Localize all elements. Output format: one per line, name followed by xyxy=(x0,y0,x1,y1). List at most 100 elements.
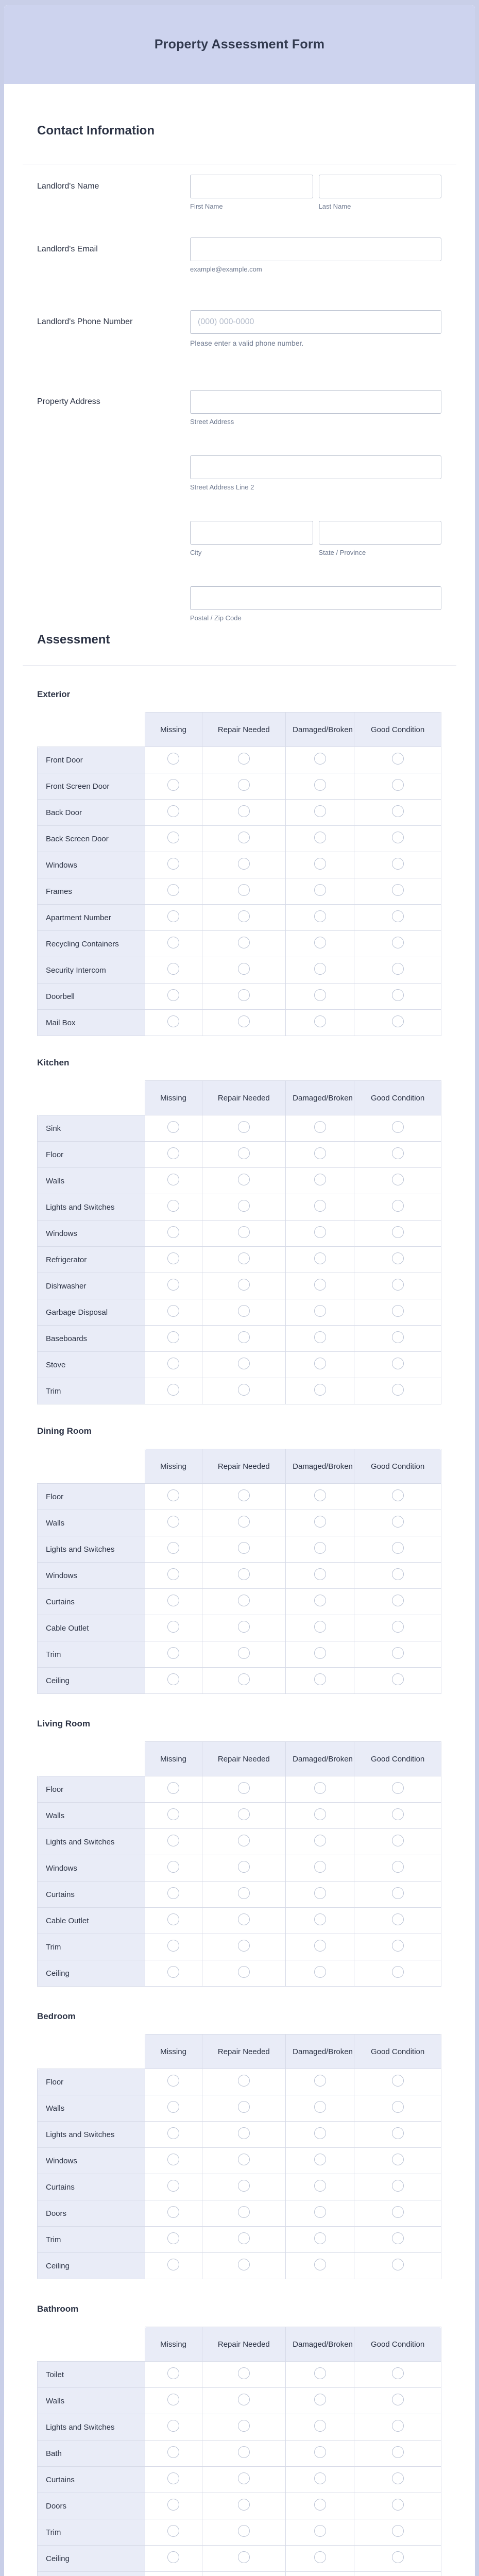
radio-option[interactable] xyxy=(167,2394,179,2405)
radio-option[interactable] xyxy=(391,2551,404,2563)
radio-option[interactable] xyxy=(167,1384,179,1396)
radio-option[interactable] xyxy=(237,832,250,843)
radio-option[interactable] xyxy=(314,2525,326,2537)
landlord-last-name-input[interactable] xyxy=(318,175,441,198)
radio-option[interactable] xyxy=(237,753,250,765)
radio-option[interactable] xyxy=(391,2446,404,2458)
radio-option[interactable] xyxy=(314,937,326,948)
radio-option[interactable] xyxy=(314,753,326,765)
radio-option[interactable] xyxy=(391,1621,404,1633)
radio-option[interactable] xyxy=(167,1835,179,1846)
landlord-email-input[interactable] xyxy=(190,238,441,261)
radio-option[interactable] xyxy=(391,1647,404,1659)
radio-option[interactable] xyxy=(391,2394,404,2405)
radio-option[interactable] xyxy=(391,2127,404,2139)
radio-option[interactable] xyxy=(167,2420,179,2432)
radio-option[interactable] xyxy=(167,1913,179,1925)
radio-option[interactable] xyxy=(314,1384,326,1396)
radio-option[interactable] xyxy=(237,1835,250,1846)
radio-option[interactable] xyxy=(167,1595,179,1606)
radio-option[interactable] xyxy=(237,2420,250,2432)
radio-option[interactable] xyxy=(391,1121,404,1133)
radio-option[interactable] xyxy=(391,1835,404,1846)
radio-option[interactable] xyxy=(314,1835,326,1846)
radio-option[interactable] xyxy=(167,910,179,922)
radio-option[interactable] xyxy=(314,2206,326,2218)
radio-option[interactable] xyxy=(167,1966,179,1978)
radio-option[interactable] xyxy=(167,2472,179,2484)
radio-option[interactable] xyxy=(167,1621,179,1633)
radio-option[interactable] xyxy=(237,858,250,870)
radio-option[interactable] xyxy=(391,753,404,765)
radio-option[interactable] xyxy=(314,989,326,1001)
radio-option[interactable] xyxy=(391,1489,404,1501)
radio-option[interactable] xyxy=(167,2127,179,2139)
radio-option[interactable] xyxy=(167,2075,179,2087)
radio-option[interactable] xyxy=(314,2232,326,2244)
radio-option[interactable] xyxy=(391,2232,404,2244)
radio-option[interactable] xyxy=(237,1489,250,1501)
radio-option[interactable] xyxy=(237,1647,250,1659)
radio-option[interactable] xyxy=(314,2551,326,2563)
radio-option[interactable] xyxy=(314,1940,326,1952)
radio-option[interactable] xyxy=(391,1015,404,1027)
radio-option[interactable] xyxy=(237,1913,250,1925)
radio-option[interactable] xyxy=(167,1200,179,1212)
radio-option[interactable] xyxy=(314,2075,326,2087)
radio-option[interactable] xyxy=(237,1542,250,1554)
radio-option[interactable] xyxy=(314,1887,326,1899)
radio-option[interactable] xyxy=(391,832,404,843)
radio-option[interactable] xyxy=(237,963,250,975)
radio-option[interactable] xyxy=(167,1861,179,1873)
radio-option[interactable] xyxy=(314,2446,326,2458)
radio-option[interactable] xyxy=(237,1174,250,1185)
radio-option[interactable] xyxy=(314,1913,326,1925)
radio-option[interactable] xyxy=(314,2127,326,2139)
radio-option[interactable] xyxy=(391,1516,404,1528)
radio-option[interactable] xyxy=(167,2259,179,2270)
radio-option[interactable] xyxy=(237,2101,250,2113)
radio-option[interactable] xyxy=(167,2525,179,2537)
radio-option[interactable] xyxy=(237,2206,250,2218)
radio-option[interactable] xyxy=(314,1489,326,1501)
radio-option[interactable] xyxy=(391,963,404,975)
radio-option[interactable] xyxy=(391,2180,404,2192)
radio-option[interactable] xyxy=(167,1568,179,1580)
radio-option[interactable] xyxy=(314,1542,326,1554)
radio-option[interactable] xyxy=(391,884,404,896)
radio-option[interactable] xyxy=(167,989,179,1001)
radio-option[interactable] xyxy=(167,2446,179,2458)
radio-option[interactable] xyxy=(314,779,326,791)
radio-option[interactable] xyxy=(391,1595,404,1606)
radio-option[interactable] xyxy=(167,1782,179,1794)
radio-option[interactable] xyxy=(167,2232,179,2244)
radio-option[interactable] xyxy=(167,1516,179,1528)
radio-option[interactable] xyxy=(167,858,179,870)
radio-option[interactable] xyxy=(314,1147,326,1159)
radio-option[interactable] xyxy=(391,937,404,948)
radio-option[interactable] xyxy=(314,1279,326,1291)
radio-option[interactable] xyxy=(237,2499,250,2511)
radio-option[interactable] xyxy=(237,1015,250,1027)
radio-option[interactable] xyxy=(391,2206,404,2218)
radio-option[interactable] xyxy=(391,1174,404,1185)
radio-option[interactable] xyxy=(167,1252,179,1264)
radio-option[interactable] xyxy=(391,858,404,870)
radio-option[interactable] xyxy=(314,2420,326,2432)
radio-option[interactable] xyxy=(167,1305,179,1317)
radio-option[interactable] xyxy=(391,2154,404,2165)
radio-option[interactable] xyxy=(237,1226,250,1238)
radio-option[interactable] xyxy=(391,1305,404,1317)
radio-option[interactable] xyxy=(391,2367,404,2379)
radio-option[interactable] xyxy=(391,2472,404,2484)
radio-option[interactable] xyxy=(391,1861,404,1873)
radio-option[interactable] xyxy=(167,2499,179,2511)
radio-option[interactable] xyxy=(391,1887,404,1899)
radio-option[interactable] xyxy=(314,2259,326,2270)
radio-option[interactable] xyxy=(167,1226,179,1238)
radio-option[interactable] xyxy=(314,1200,326,1212)
radio-option[interactable] xyxy=(167,2367,179,2379)
radio-option[interactable] xyxy=(391,1913,404,1925)
radio-option[interactable] xyxy=(167,805,179,817)
radio-option[interactable] xyxy=(237,2394,250,2405)
